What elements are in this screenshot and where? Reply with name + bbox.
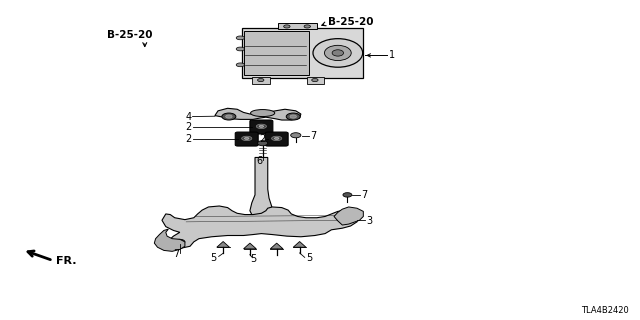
FancyBboxPatch shape [252,76,269,84]
FancyBboxPatch shape [307,76,324,84]
Polygon shape [250,157,273,220]
Ellipse shape [222,113,236,120]
Ellipse shape [236,47,244,51]
Ellipse shape [286,113,300,120]
Circle shape [304,25,310,28]
Polygon shape [154,229,185,252]
Text: B-25-20: B-25-20 [106,30,152,40]
Text: 7: 7 [362,190,367,200]
Text: 6: 6 [257,156,262,166]
Circle shape [257,78,264,82]
Ellipse shape [236,36,244,40]
Ellipse shape [271,136,282,141]
Text: 2: 2 [260,134,266,144]
Text: FR.: FR. [56,256,76,266]
Text: 2: 2 [186,122,192,132]
Text: 5: 5 [306,253,312,263]
Polygon shape [215,108,301,120]
Ellipse shape [236,63,244,67]
Polygon shape [217,242,230,247]
Circle shape [343,193,352,197]
FancyBboxPatch shape [265,132,288,146]
Ellipse shape [290,115,296,118]
Circle shape [175,239,185,244]
Ellipse shape [256,124,266,129]
Polygon shape [270,243,283,249]
Polygon shape [162,206,358,248]
FancyBboxPatch shape [250,120,273,134]
FancyBboxPatch shape [278,23,317,29]
Circle shape [257,141,268,146]
Text: 1: 1 [389,50,395,60]
Circle shape [291,133,301,138]
Ellipse shape [242,136,252,141]
Polygon shape [334,207,364,225]
Ellipse shape [259,125,264,127]
Text: 3: 3 [366,216,372,226]
Circle shape [312,78,318,82]
Text: 7: 7 [173,249,180,259]
Circle shape [284,25,290,28]
Text: TLA4B2420: TLA4B2420 [581,306,629,315]
Text: 5: 5 [211,253,217,263]
Ellipse shape [226,115,232,118]
FancyBboxPatch shape [236,132,258,146]
Ellipse shape [275,138,279,140]
FancyBboxPatch shape [244,31,309,75]
Ellipse shape [250,109,275,116]
Polygon shape [244,243,256,249]
Text: 7: 7 [310,131,316,141]
Text: 2: 2 [186,134,192,144]
Ellipse shape [313,39,363,67]
Text: 4: 4 [185,112,191,122]
Polygon shape [293,242,306,247]
Text: B-25-20: B-25-20 [328,17,374,27]
Ellipse shape [332,50,344,56]
Ellipse shape [324,45,351,60]
Ellipse shape [244,138,249,140]
FancyBboxPatch shape [243,28,363,78]
Text: 5: 5 [250,254,256,264]
